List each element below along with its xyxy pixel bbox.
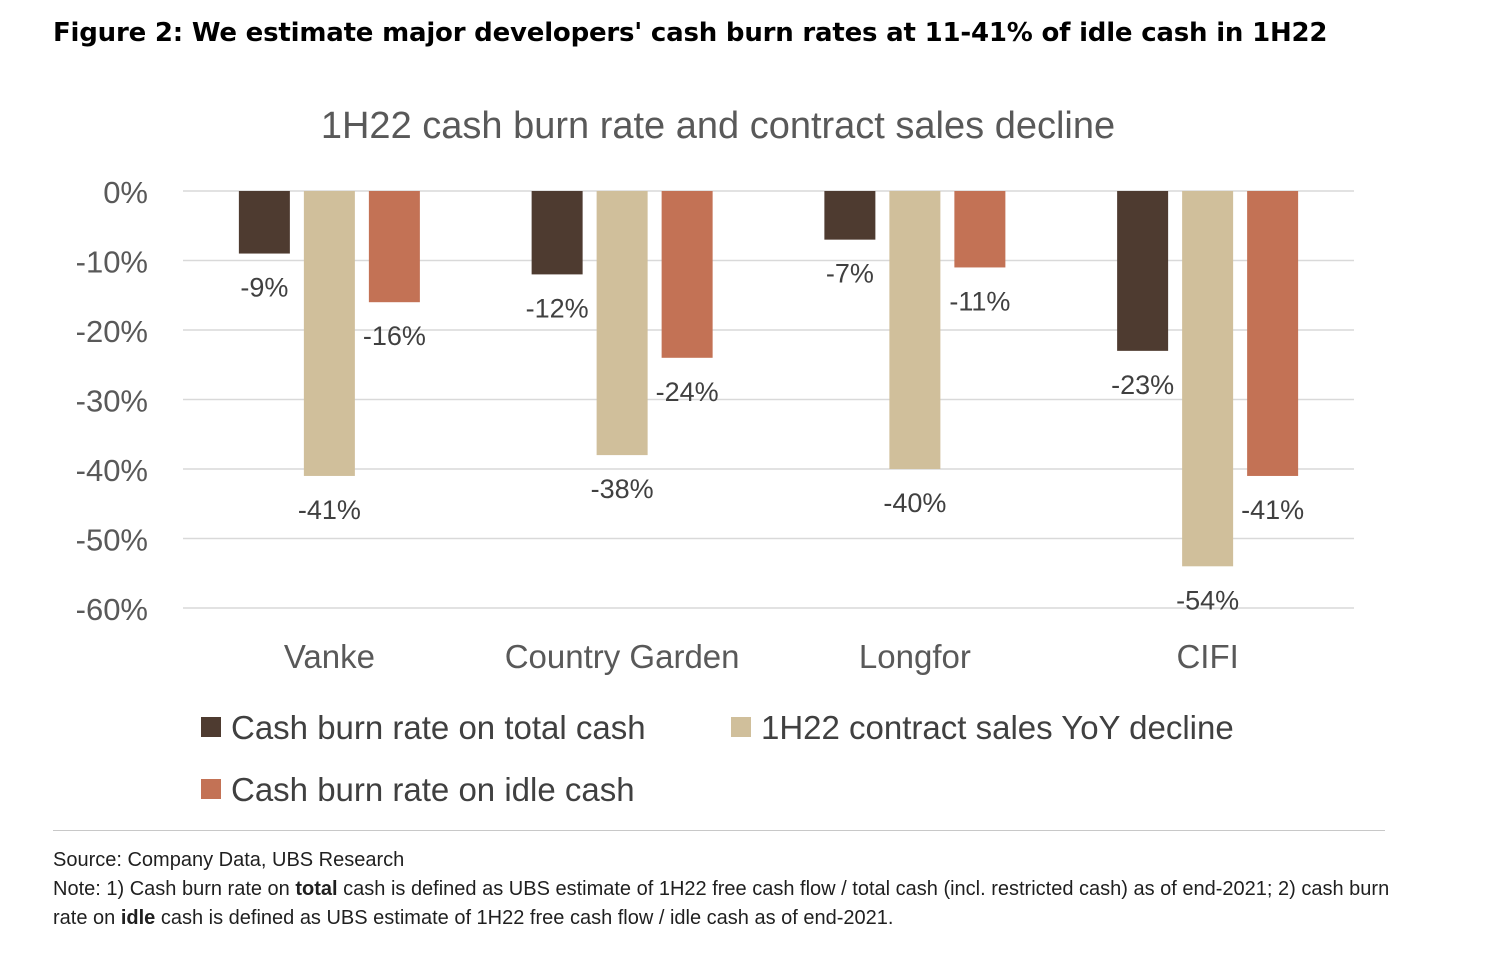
legend-label: Cash burn rate on total cash bbox=[231, 709, 646, 746]
bar bbox=[824, 191, 876, 240]
y-tick-label: -60% bbox=[76, 592, 148, 627]
source-note: Source: Company Data, UBS Research bbox=[53, 849, 405, 871]
data-label: -38% bbox=[591, 474, 654, 504]
gridlines bbox=[183, 190, 1354, 609]
data-label: -54% bbox=[1176, 585, 1239, 615]
bar bbox=[1182, 191, 1234, 567]
legend-swatch bbox=[201, 717, 221, 737]
y-tick-label: -50% bbox=[76, 523, 148, 558]
footer-divider bbox=[53, 830, 1385, 831]
bar bbox=[303, 191, 355, 476]
data-labels: -9% -41% -16% -12% -38% -24% -7% -40% -11% -23% -5… bbox=[240, 259, 1304, 616]
footer: Source: Company Data, UBS Research Note:… bbox=[53, 846, 1393, 933]
bars bbox=[238, 191, 1299, 567]
bar bbox=[368, 191, 420, 303]
data-label: -11% bbox=[949, 286, 1010, 316]
chart-title: 1H22 cash burn rate and contract sales d… bbox=[321, 105, 1115, 147]
bar bbox=[954, 191, 1006, 268]
data-label: -23% bbox=[1111, 370, 1174, 400]
category-label: CIFI bbox=[1176, 638, 1238, 675]
category-label: Country Garden bbox=[505, 638, 740, 675]
y-tick-label: -40% bbox=[76, 453, 148, 488]
legend-label: 1H22 contract sales YoY decline bbox=[761, 709, 1234, 746]
footnote: Note: 1) Cash burn rate on total cash is… bbox=[53, 875, 1393, 933]
footnote-emphasis-idle: idle bbox=[120, 907, 156, 929]
bar bbox=[531, 191, 583, 275]
category-labels: Vanke Country Garden Longfor CIFI bbox=[284, 638, 1239, 675]
data-label: -24% bbox=[656, 377, 719, 407]
category-label: Longfor bbox=[859, 638, 971, 675]
bar bbox=[596, 191, 648, 456]
data-label: -41% bbox=[1241, 495, 1304, 525]
legend: Cash burn rate on total cash 1H22 contrac… bbox=[201, 709, 1234, 808]
footnote-emphasis-total: total bbox=[295, 878, 338, 900]
legend-swatch bbox=[731, 717, 751, 737]
bar bbox=[238, 191, 290, 254]
data-label: -16% bbox=[363, 321, 426, 351]
y-tick-label: -10% bbox=[76, 245, 148, 280]
footnote-part: Note: 1) Cash burn rate on bbox=[53, 878, 296, 900]
bar bbox=[889, 191, 941, 469]
data-label: -7% bbox=[826, 259, 874, 289]
category-label: Vanke bbox=[284, 638, 375, 675]
footnote-part: cash is defined as UBS estimate of 1H22 … bbox=[53, 878, 1390, 929]
legend-label: Cash burn rate on idle cash bbox=[231, 771, 635, 808]
legend-swatch bbox=[201, 779, 221, 799]
data-label: -40% bbox=[883, 488, 946, 518]
y-tick-label: -30% bbox=[76, 384, 148, 419]
bar bbox=[661, 191, 713, 358]
data-label: -12% bbox=[526, 293, 589, 323]
bar bbox=[1247, 191, 1299, 476]
bar bbox=[1117, 191, 1169, 351]
y-axis-ticks: 0% -10% -20% -30% -40% -50% -60% bbox=[76, 175, 148, 627]
footnote-part: cash is defined as UBS estimate of 1H22 … bbox=[155, 907, 894, 929]
data-label: -9% bbox=[240, 273, 288, 303]
y-tick-label: -20% bbox=[76, 314, 148, 349]
bar-chart: 1H22 cash burn rate and contract sales d… bbox=[76, 105, 1354, 808]
data-label: -41% bbox=[298, 495, 361, 525]
figure-title: Figure 2: We estimate major developers' … bbox=[53, 18, 1328, 48]
y-tick-label: 0% bbox=[103, 175, 148, 210]
